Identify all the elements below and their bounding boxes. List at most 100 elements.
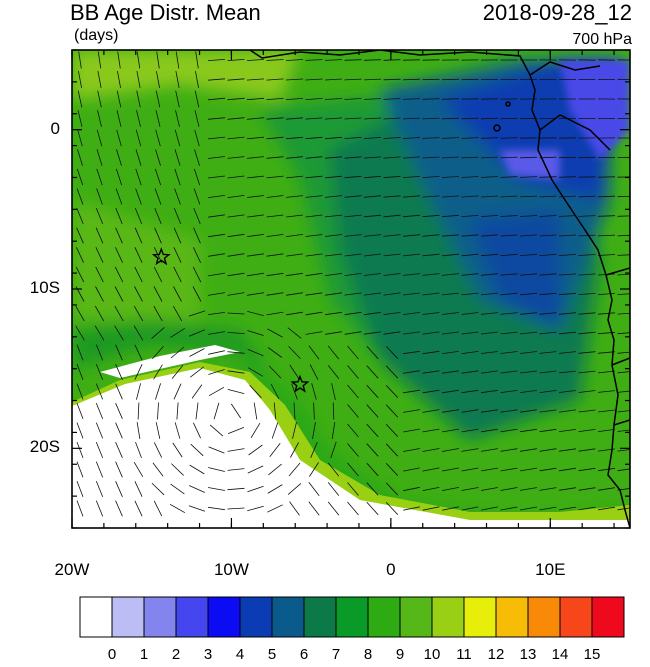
wind-vector [578, 293, 596, 295]
wind-vector [519, 292, 538, 296]
wind-vector [500, 428, 518, 433]
wind-vector [289, 501, 300, 516]
wind-vector [135, 441, 142, 459]
wind-vector [173, 286, 182, 302]
wind-vector [422, 273, 440, 276]
wind-vector [153, 442, 163, 458]
axis-ticks [71, 49, 630, 529]
wind-vector [363, 214, 382, 218]
wind-vector [347, 404, 359, 418]
age-field [72, 50, 630, 528]
wind-vector [344, 253, 362, 257]
wind-vector [287, 483, 302, 495]
colorbar-label: 15 [583, 646, 601, 663]
wind-vector [480, 176, 499, 178]
y-tick-label: 20S [29, 437, 60, 457]
wind-vector [422, 389, 440, 394]
wind-vector [115, 247, 123, 263]
wind-vector [76, 500, 84, 517]
wind-vector [481, 331, 498, 335]
wind-vector [442, 292, 459, 296]
wind-vector [134, 207, 143, 225]
wind-vector [330, 441, 337, 459]
wind-vector [227, 156, 245, 159]
wind-vector [422, 234, 440, 237]
wind-vector [287, 327, 302, 339]
wind-vector [271, 422, 279, 439]
wind-vector [208, 156, 225, 159]
wind-vector [344, 331, 362, 335]
wind-vector [480, 234, 499, 237]
colorbar-label: 2 [171, 646, 181, 663]
wind-vector [519, 234, 538, 237]
wind-vector [442, 312, 459, 315]
wind-vector [344, 311, 362, 316]
y-tick-label: 0 [50, 118, 60, 138]
wind-vector [558, 195, 577, 198]
map-title: BB Age Distr. Mean [70, 0, 261, 25]
wind-vector [247, 348, 264, 357]
wind-vector [227, 332, 245, 334]
wind-vector [598, 390, 615, 393]
wind-vector [344, 137, 362, 139]
wind-vector [305, 331, 323, 335]
wind-vector [208, 487, 225, 491]
wind-vector [227, 389, 245, 394]
wind-vector [174, 168, 181, 186]
wind-vector [195, 402, 199, 420]
wind-vector [305, 175, 323, 179]
wind-vector [461, 234, 479, 237]
wind-vector [193, 247, 201, 263]
wind-vector [227, 351, 245, 354]
wind-vector [325, 331, 342, 335]
wind-vector [500, 467, 518, 472]
wind-vector [116, 149, 122, 166]
wind-vector [76, 402, 84, 420]
wind-vector [208, 233, 225, 238]
wind-vector [190, 366, 204, 378]
wind-vector [597, 234, 616, 237]
wind-vector [208, 506, 225, 511]
wind-vector [480, 215, 499, 217]
x-tick-label: 0 [386, 560, 396, 579]
wind-vector [174, 422, 181, 439]
wind-vector [402, 156, 421, 159]
wind-vector [115, 422, 123, 439]
wind-vector [76, 168, 84, 186]
wind-vector [189, 348, 205, 357]
wind-vector [115, 207, 123, 225]
wind-vector [383, 59, 401, 61]
wind-vector [285, 117, 304, 120]
wind-vector [422, 409, 440, 413]
wind-vector [461, 448, 479, 452]
wind-vector [266, 214, 284, 218]
wind-vector [402, 253, 421, 257]
wind-vector [383, 117, 401, 120]
wind-vector [441, 214, 460, 218]
wind-vector [578, 312, 596, 315]
wind-vector [520, 390, 537, 393]
wind-vector [617, 468, 630, 472]
colorbar-label: 11 [456, 646, 472, 663]
wind-vector [539, 176, 557, 178]
wind-vector [305, 59, 323, 61]
wind-vector [286, 214, 303, 218]
wind-vector [403, 486, 420, 492]
y-tick-label: 10S [29, 278, 60, 297]
wind-vector [247, 330, 264, 336]
wind-vector [227, 117, 245, 120]
wind-vector [227, 78, 245, 81]
wind-vector [154, 168, 162, 186]
wind-vector [597, 351, 616, 354]
wind-vector [559, 448, 576, 452]
colorbar-swatch [335, 596, 369, 638]
wind-vector [500, 215, 518, 217]
wind-vector [539, 273, 557, 276]
wind-vector [170, 346, 185, 359]
wind-vector [500, 390, 518, 393]
colorbar-swatch [207, 596, 241, 638]
wind-vector [209, 424, 224, 437]
wind-vector [617, 332, 630, 335]
wind-vector [266, 253, 284, 257]
wind-vector [115, 344, 123, 361]
